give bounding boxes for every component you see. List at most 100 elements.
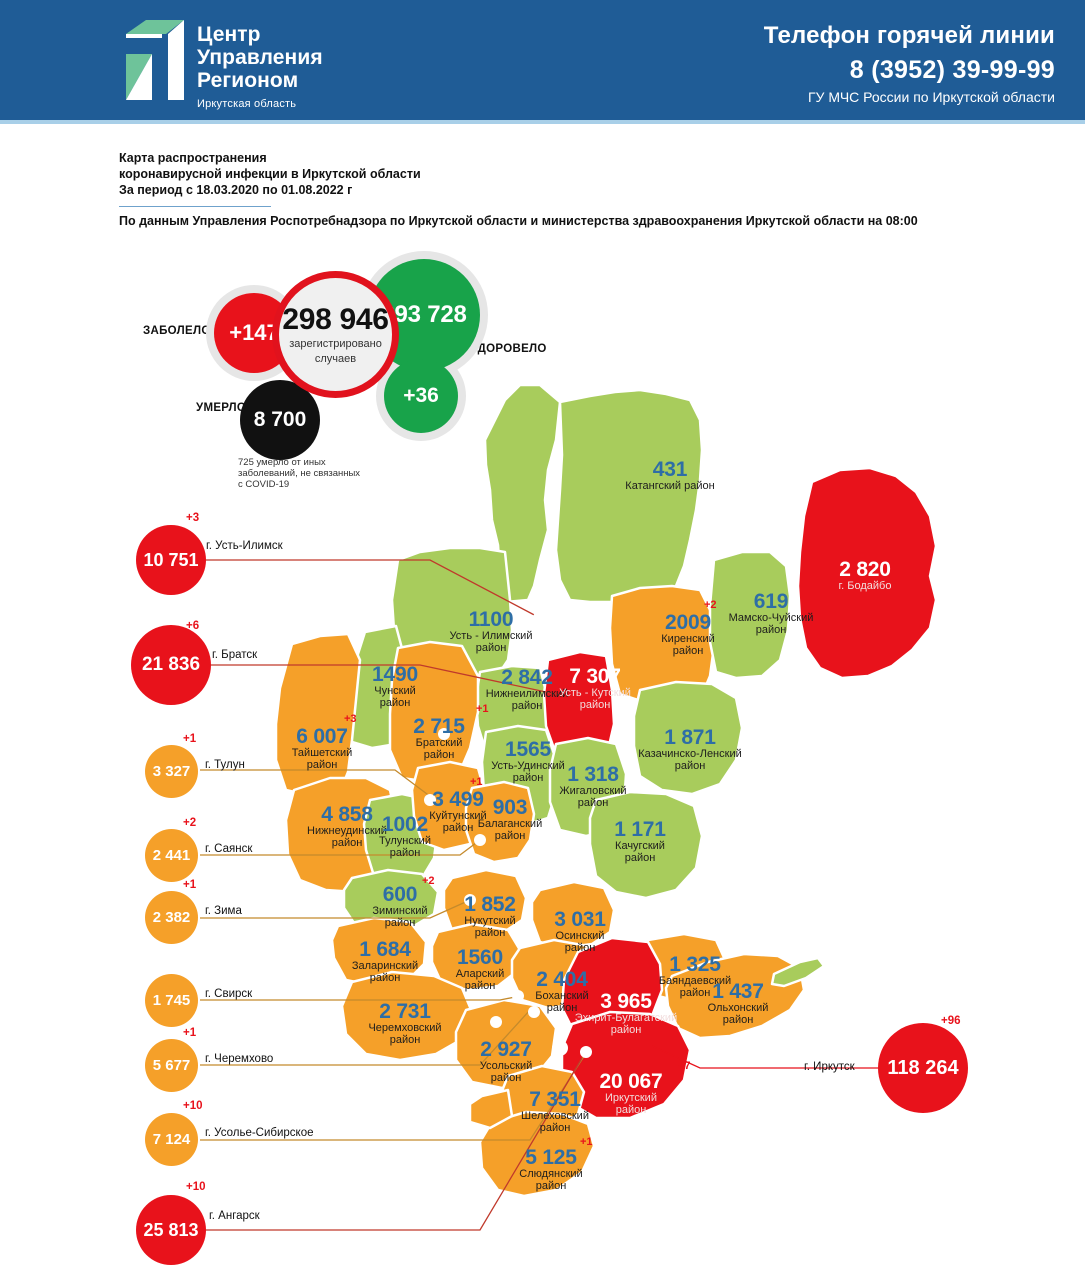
value: 600 [382,883,418,906]
map-label-bayandaevsky: 1 325 Баяндаевский район [640,954,750,999]
name-1: Чунский [374,685,416,697]
city-value: 1 745 [145,974,198,1027]
name-2: район [474,927,506,939]
city-delta: +96 [941,1015,961,1027]
name-1: Осинский [555,930,605,942]
delta: +3 [344,713,357,725]
died-bubble: 8 700 [240,380,320,460]
logo-text: Центр Управления Регионом Иркутская обла… [197,18,323,110]
name-1: Киренский [661,633,715,645]
name-2: район [464,980,496,992]
city-delta: +1 [183,733,197,745]
name-1: Мамско-Чуйский [728,612,814,624]
delta: +2 [422,875,435,887]
city-delta: +1 [183,1027,197,1039]
district-shape-ust-kutsky [542,650,616,758]
total-cases-bubble: 298 946 зарегистрировано случаев [272,271,399,398]
district-shape-alarsky [430,922,522,992]
map-label-olkhonsky: 1 437 Ольхонский район [686,981,790,1026]
name-1: Казачинско-Ленский [638,748,742,760]
city-name: г. Зима [205,905,242,917]
name-2: район [389,1034,421,1046]
district-shape-mamsko-chuysky [708,550,792,680]
map-label-nizhneudinsky: 4 858 Нижнеудинский район [288,804,406,849]
name-1: Зиминский [372,905,428,917]
city-value: 21 836 [131,625,211,705]
name-2: район [539,1122,571,1134]
map-label-nizhneilimsky: 2 842 Нижнеилимский район [470,666,584,712]
map-label-kuytunsky: +1 3 499 Куйтунский район [408,776,508,834]
name-2: район [679,987,711,999]
name-2: район [494,830,526,842]
name-1: Эхирит-Булагатский [574,1012,678,1024]
map-label-nukutsky: 1 852 Нукутский район [442,893,538,939]
name-1: Братский [415,737,463,749]
map-label-taishetsky: +3 6 007 Тайшетский район [268,713,376,771]
map-label-osinsky: 3 031 Осинский район [530,909,630,954]
name-1: Иркутский [605,1092,657,1104]
district-shape-nukutsky [442,868,528,938]
district-shape-olkhonsky [664,952,806,1040]
city-name: г. Саянск [205,843,253,855]
value: 1 852 [464,893,516,916]
city-name: г. Иркутск [804,1061,855,1073]
name-1: Баяндаевский [658,975,732,987]
name-1: Ольхонский [707,1002,769,1014]
died-footnote-2: заболеваний, не связанных [238,468,361,479]
ill-label: ЗАБОЛЕЛО [143,325,211,337]
value: 2 731 [379,1000,431,1023]
value: 2 842 [501,666,553,689]
map-label-katangsky: 431 Катангский район [600,458,740,492]
map-label-mamsko-chuysky: 619 Мамско-Чуйский район [716,590,826,636]
delta: +1 [580,1136,593,1148]
name-1: Слюдянский [519,1168,583,1180]
city-name: г. Усть-Илимск [206,540,283,552]
map-label-kachugsky: 1 171 Качугский район [584,819,696,864]
name-1: Черемховский [368,1022,442,1034]
district-shape-usolsky-west-tail [468,1088,514,1130]
value: 1565 [505,738,551,761]
map-label-slyudyansky: +1 5 125 Слюдянский район [498,1136,604,1192]
name: Катангский район [625,480,715,492]
city-name: г. Братск [212,649,258,661]
hotline-title: Телефон горячей линии [763,22,1055,49]
name-2: район [379,697,411,709]
value: 619 [753,590,789,613]
map-label-usolsky: 2 927 Усольский район [452,1038,560,1084]
name-1: Жигаловский [559,785,627,797]
name-1: Усольский [479,1060,533,1072]
district-shape-kirensky [608,584,716,708]
value: 1560 [457,946,503,969]
name-2: район [331,837,363,849]
name-2: район [512,772,544,784]
value: 431 [652,458,688,481]
value: 1002 [382,813,428,836]
value: 2 927 [480,1038,532,1061]
map-label-ekhirit-bulagatsky: 3 965 Эхирит-Булагатский район [562,991,690,1036]
name-2: район [672,645,704,657]
district-shape-zhigalovsky [548,736,628,838]
title-line-1: Карта распространения [119,151,267,165]
value: 2 715 [413,715,465,738]
city-value: 25 813 [136,1195,206,1265]
leader-ust-ilimsk [205,559,541,619]
city-name: г. Свирск [205,988,253,1000]
district-shape-balagansky [464,780,536,864]
name-2: район [306,759,338,771]
value: 2 404 [536,968,588,991]
hotline-number[interactable]: 8 (3952) 39-99-99 [849,56,1055,84]
value: 7 307 [569,665,621,688]
page-header: Центр Управления Регионом Иркутская обла… [0,0,1085,120]
city-value: 2 382 [145,891,198,944]
name-2: район [577,797,609,809]
map-label-kazachinsko-lensky: 1 871 Казачинско-Ленский район [620,727,760,772]
value: 1100 [468,608,514,631]
value: 1 684 [359,938,411,961]
value: 20 067 [599,1070,663,1093]
city-delta: +3 [186,512,200,524]
name: г. Бодайбо [838,580,892,592]
name-2: район [546,1002,578,1014]
hotline-organization: ГУ МЧС России по Иркутской области [807,89,1055,105]
value: 3 499 [432,788,484,811]
delta: +1 [470,776,483,788]
